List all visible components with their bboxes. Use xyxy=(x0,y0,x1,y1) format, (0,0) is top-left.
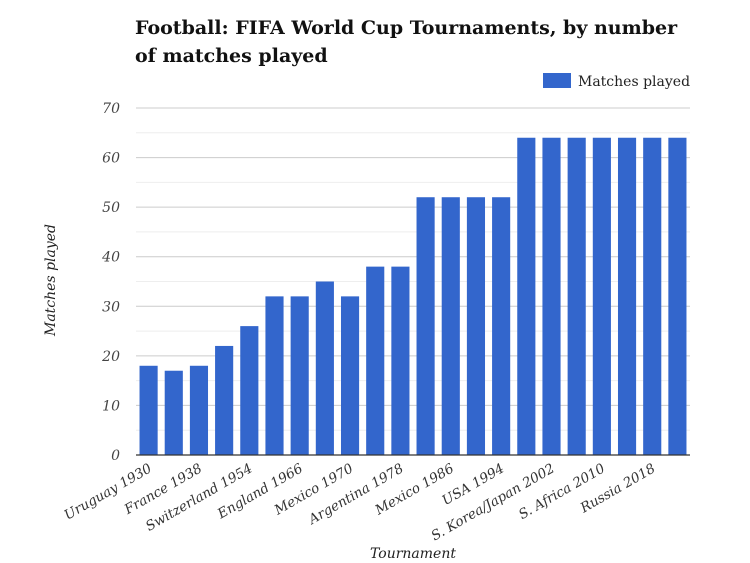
bar[interactable] xyxy=(617,137,637,455)
bar[interactable] xyxy=(517,137,536,455)
y-tick-label: 10 xyxy=(102,398,120,414)
bar[interactable] xyxy=(416,197,435,455)
y-tick-label: 20 xyxy=(101,349,120,365)
bar[interactable] xyxy=(391,266,410,455)
bar[interactable] xyxy=(240,326,259,455)
bar[interactable] xyxy=(189,365,209,455)
bar[interactable] xyxy=(668,137,687,455)
y-tick-label: 40 xyxy=(101,250,120,266)
bar[interactable] xyxy=(340,296,360,455)
chart-title: Football: FIFA World Cup Tournaments, by… xyxy=(135,17,678,67)
bar[interactable] xyxy=(643,137,662,455)
bar[interactable] xyxy=(366,266,385,455)
bar[interactable] xyxy=(466,197,486,455)
bar[interactable] xyxy=(441,197,460,455)
bar[interactable] xyxy=(164,370,183,455)
bar[interactable] xyxy=(592,137,611,455)
legend-swatch xyxy=(543,73,571,88)
bar[interactable] xyxy=(265,296,284,455)
bar[interactable] xyxy=(315,281,334,456)
y-tick-label: 70 xyxy=(102,101,120,117)
bar[interactable] xyxy=(542,137,561,455)
y-tick-label: 50 xyxy=(102,200,120,216)
y-tick-label: 60 xyxy=(102,151,120,167)
legend[interactable]: Matches played xyxy=(543,73,690,90)
y-axis-label: Matches played xyxy=(43,224,59,337)
y-tick-label: 0 xyxy=(111,448,120,464)
x-tick-label: England 1966 xyxy=(214,460,306,522)
bar[interactable] xyxy=(567,137,586,455)
y-tick-label: 30 xyxy=(102,299,120,315)
x-axis-label: Tournament xyxy=(370,546,456,562)
bar[interactable] xyxy=(139,365,158,455)
bar[interactable] xyxy=(215,345,234,455)
legend-label: Matches played xyxy=(578,74,690,90)
bar[interactable] xyxy=(492,197,511,455)
bar[interactable] xyxy=(290,296,309,455)
x-tick-label: S. Africa 2010 xyxy=(516,460,608,523)
